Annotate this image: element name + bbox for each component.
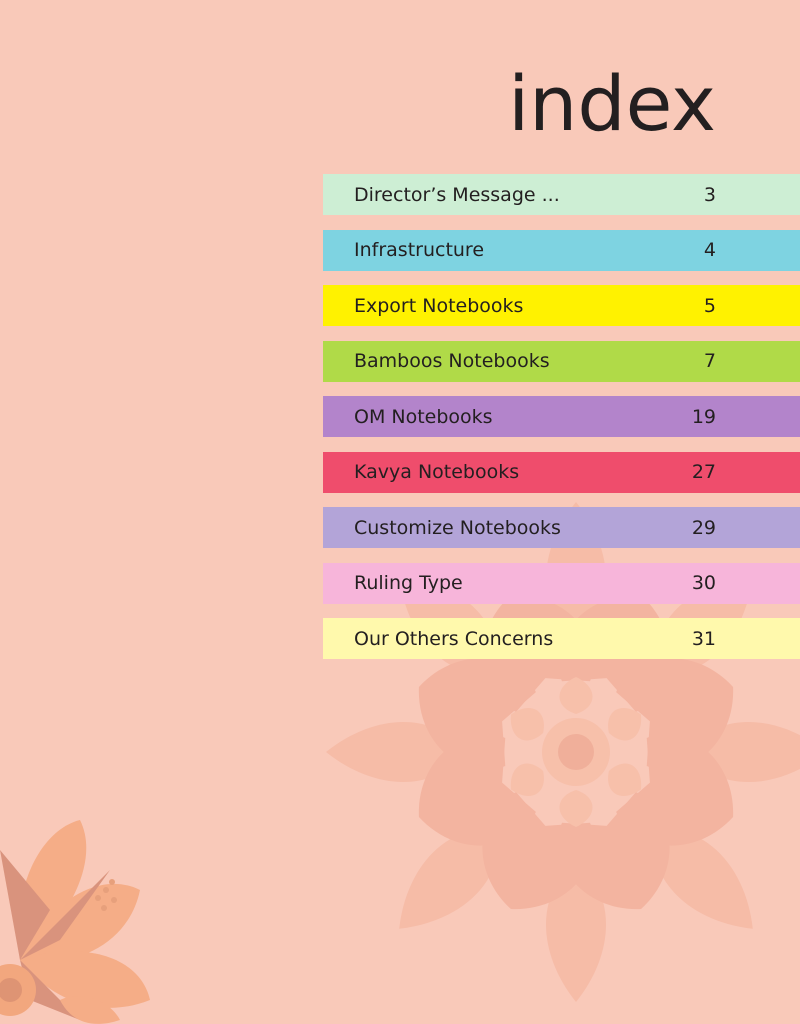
- toc-page-number: 27: [691, 461, 716, 483]
- toc-row[interactable]: OM Notebooks 19: [323, 396, 800, 437]
- toc-label: Our Others Concerns: [354, 627, 554, 650]
- toc-page-number: 29: [691, 516, 716, 539]
- toc-page-number: 31: [691, 627, 716, 650]
- toc-label: Infrastructure: [354, 239, 485, 261]
- toc-row[interactable]: Director’s Message ... 3: [323, 174, 800, 215]
- toc-row[interactable]: Ruling Type 30: [323, 562, 800, 604]
- toc-row[interactable]: Customize Notebooks 29: [323, 507, 800, 548]
- toc-page-number: 5: [703, 294, 716, 317]
- toc-row[interactable]: Kavya Notebooks 27: [323, 451, 800, 493]
- toc-label: Director’s Message ...: [354, 183, 560, 206]
- toc-row[interactable]: Infrastructure 4: [323, 229, 800, 271]
- toc-label: Customize Notebooks: [354, 516, 561, 539]
- toc-row[interactable]: Bamboos Notebooks 7: [323, 340, 800, 382]
- toc-page-number: 4: [703, 239, 716, 261]
- toc-page-number: 7: [703, 350, 716, 372]
- toc-row[interactable]: Export Notebooks 5: [323, 285, 800, 326]
- toc-label: Export Notebooks: [354, 294, 524, 317]
- toc-label: Ruling Type: [354, 572, 463, 594]
- table-of-contents: Director’s Message ... 3 Infrastructure …: [323, 174, 800, 674]
- toc-label: Bamboos Notebooks: [354, 350, 550, 372]
- toc-label: OM Notebooks: [354, 405, 493, 428]
- page-title: index: [508, 59, 716, 148]
- toc-page-number: 30: [691, 572, 716, 594]
- toc-page-number: 19: [691, 405, 716, 428]
- toc-row[interactable]: Our Others Concerns 31: [323, 618, 800, 659]
- corner-flower: [0, 820, 150, 1024]
- toc-label: Kavya Notebooks: [354, 461, 520, 483]
- toc-page-number: 3: [703, 183, 716, 206]
